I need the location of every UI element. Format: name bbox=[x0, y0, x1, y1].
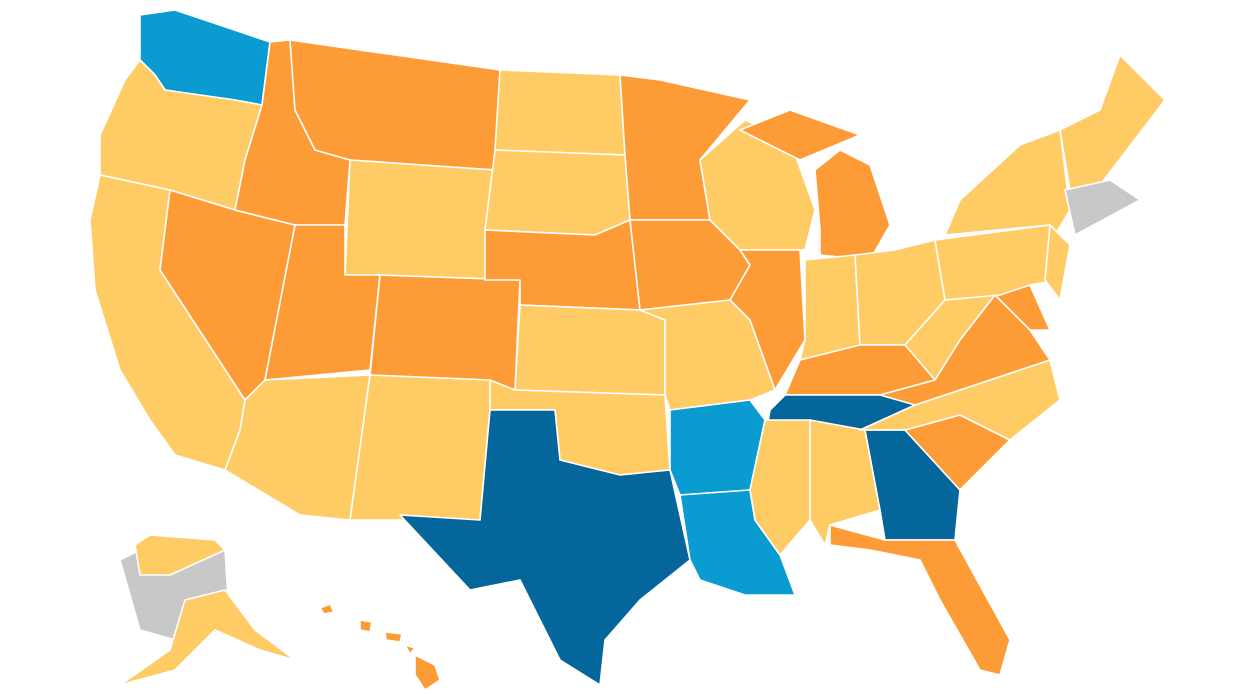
state bbox=[494, 69, 626, 156]
state bbox=[859, 359, 1061, 441]
state bbox=[384, 631, 403, 643]
state bbox=[359, 619, 373, 633]
state bbox=[134, 534, 226, 576]
state bbox=[319, 603, 335, 615]
state bbox=[369, 274, 521, 391]
state bbox=[739, 109, 861, 161]
state bbox=[944, 129, 1071, 236]
state bbox=[349, 374, 491, 521]
state bbox=[729, 249, 806, 391]
state bbox=[399, 409, 691, 686]
state bbox=[829, 524, 1011, 676]
state bbox=[484, 149, 631, 236]
states bbox=[89, 9, 1166, 691]
state bbox=[799, 254, 861, 361]
state bbox=[669, 399, 766, 496]
state bbox=[414, 654, 441, 691]
state bbox=[1059, 54, 1166, 191]
state bbox=[1064, 179, 1141, 236]
state bbox=[344, 159, 496, 281]
state bbox=[404, 644, 416, 655]
state bbox=[119, 589, 296, 686]
state bbox=[934, 224, 1061, 301]
state bbox=[289, 39, 501, 171]
state bbox=[814, 149, 891, 261]
state bbox=[1044, 224, 1071, 301]
state bbox=[514, 304, 666, 396]
